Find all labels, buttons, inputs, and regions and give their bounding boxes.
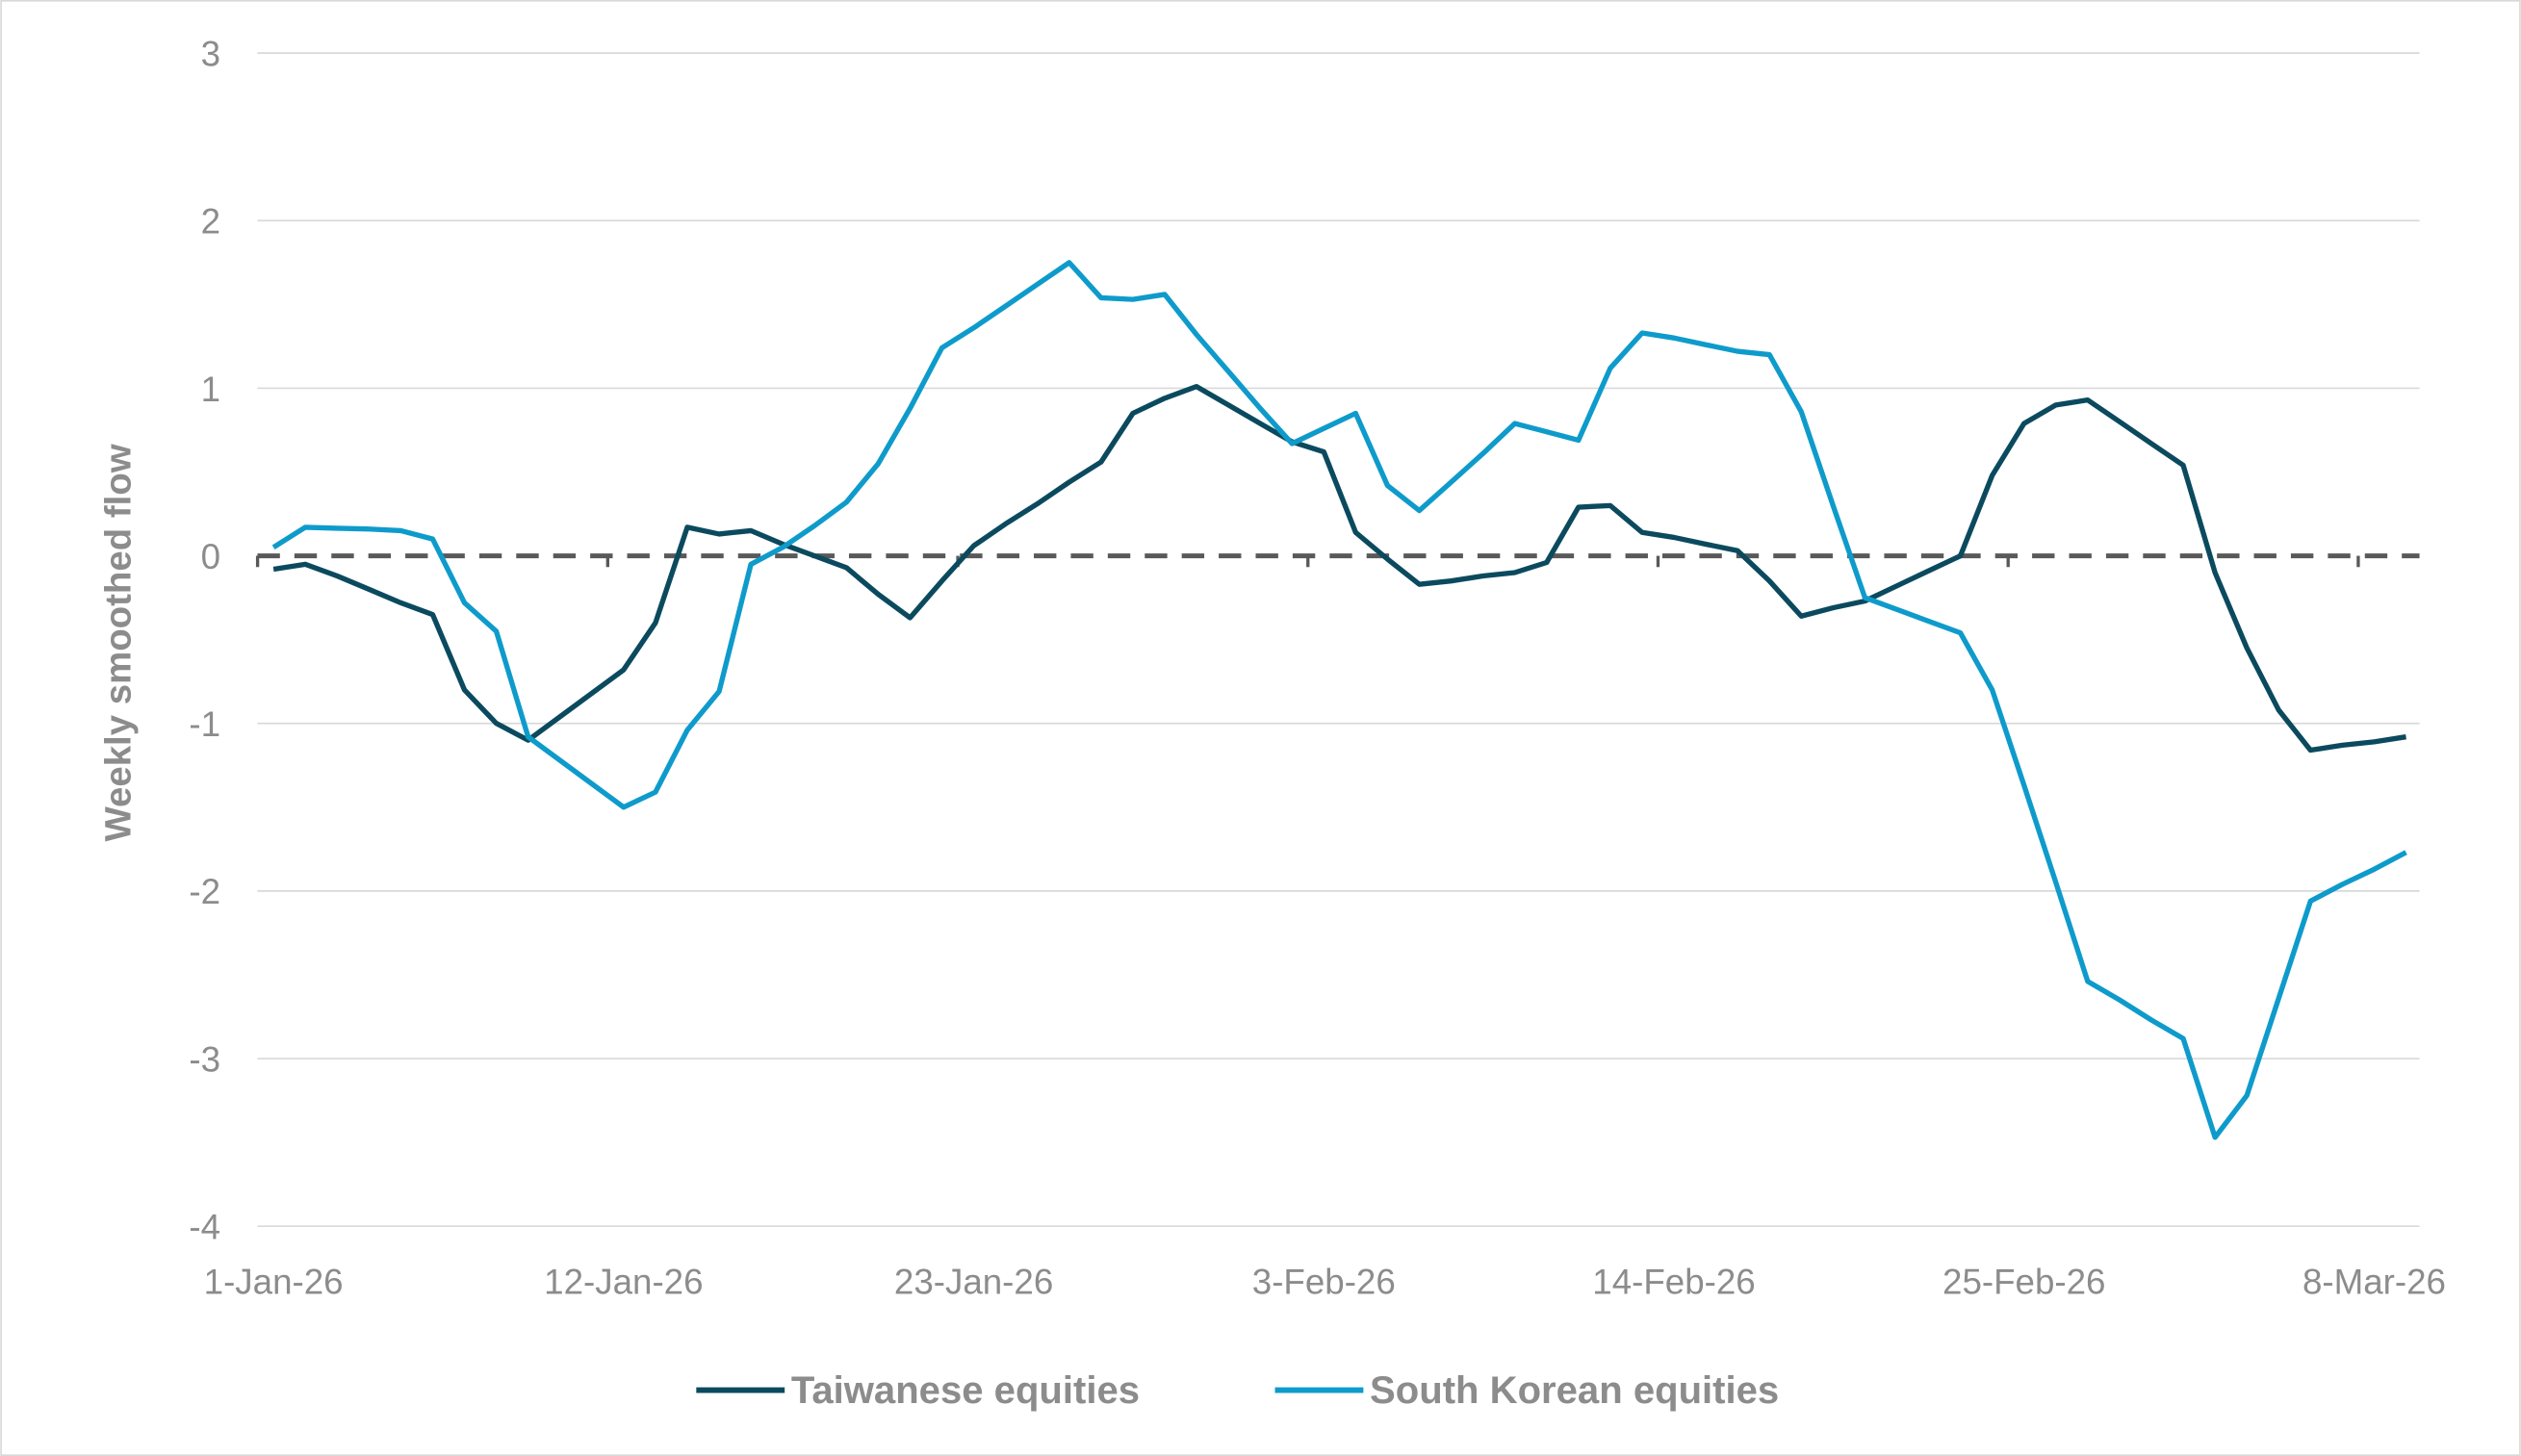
y-tick-label: 0 xyxy=(201,537,220,576)
y-tick-label: -1 xyxy=(189,704,220,744)
y-tick-label: -3 xyxy=(189,1039,220,1079)
x-tick-label: 1-Jan-26 xyxy=(204,1262,344,1301)
y-tick-label: -4 xyxy=(189,1208,220,1247)
y-tick-label: -2 xyxy=(189,872,220,911)
x-tick-label: 3-Feb-26 xyxy=(1252,1262,1396,1301)
series-line-1 xyxy=(271,260,2407,1140)
legend-label: South Korean equities xyxy=(1370,1369,1779,1412)
legend-label: Taiwanese equities xyxy=(791,1369,1140,1412)
x-tick-label: 12-Jan-26 xyxy=(544,1262,703,1301)
y-tick-label: 3 xyxy=(201,34,220,73)
y-tick-label: 1 xyxy=(201,370,220,409)
x-tick-label: 25-Feb-26 xyxy=(1942,1262,2105,1301)
y-axis-label: Weekly smoothed flow xyxy=(98,444,140,841)
y-tick-label: 2 xyxy=(201,202,220,242)
x-tick-label: 23-Jan-26 xyxy=(894,1262,1053,1301)
x-tick-label: 8-Mar-26 xyxy=(2302,1262,2446,1301)
series-line-0 xyxy=(272,383,2406,754)
x-tick-label: 14-Feb-26 xyxy=(1592,1262,1755,1301)
